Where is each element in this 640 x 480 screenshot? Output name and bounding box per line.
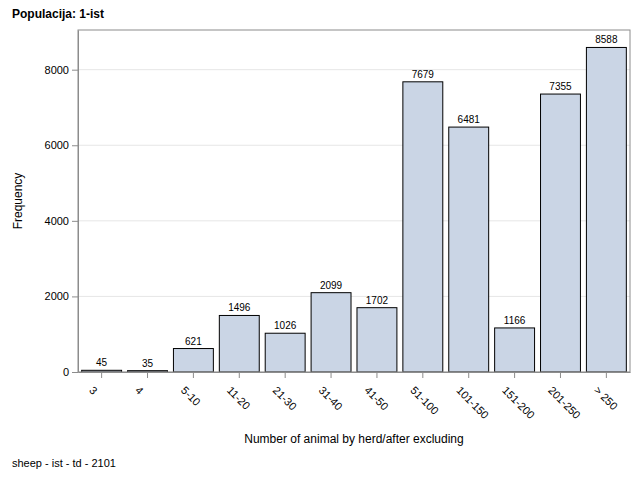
y-tick-mark — [72, 372, 78, 373]
y-tick-label: 6000 — [45, 139, 69, 151]
x-tick: 51-100 — [408, 372, 441, 417]
x-tick: 31-40 — [317, 372, 345, 412]
y-tick: 0 — [63, 366, 78, 378]
x-tick-label: 201-250 — [546, 384, 583, 421]
x-tick-mark — [422, 372, 423, 378]
y-tick-mark — [72, 221, 78, 222]
x-tick-mark — [101, 372, 102, 378]
data-label: 1166 — [504, 315, 526, 326]
bars — [82, 47, 627, 372]
title: Populacija: 1-ist — [12, 7, 104, 21]
y-tick-mark — [72, 296, 78, 297]
plot-frame — [78, 30, 630, 372]
plot: 45 35 621 1496 1026 2099 1702 7679 6481 1166 7355 8… — [45, 30, 631, 421]
x-tick-label: 11-20 — [225, 384, 253, 412]
bar — [495, 328, 535, 372]
x-tick: 4 — [133, 372, 148, 397]
bar — [357, 308, 397, 372]
y-tick-label: 4000 — [45, 215, 69, 227]
x-tick-mark — [193, 372, 194, 378]
y-tick: 6000 — [45, 139, 78, 151]
bar — [265, 333, 305, 372]
bar — [403, 82, 443, 372]
x-tick: > 250 — [592, 372, 620, 412]
x-tick-mark — [468, 372, 469, 378]
y-tick: 2000 — [45, 290, 78, 302]
x-tick: 21-30 — [271, 372, 299, 412]
y-tick-label: 0 — [63, 366, 69, 378]
bar — [586, 47, 626, 372]
grid — [78, 70, 630, 372]
x-tick-label: 51-100 — [408, 384, 441, 417]
x-tick-label: 41-50 — [362, 384, 390, 412]
x-tick-label: > 250 — [592, 384, 620, 412]
y-tick-mark — [72, 70, 78, 71]
y-tick-label: 8000 — [45, 64, 69, 76]
x-tick: 101-150 — [454, 372, 491, 421]
x-tick-label: 5-10 — [179, 384, 203, 408]
x-axis-line — [79, 372, 631, 373]
chart: 45 35 621 1496 1026 2099 1702 7679 6481 1166 7355 8… — [0, 0, 640, 480]
y-axis-line — [78, 31, 79, 373]
x-tick: 5-10 — [179, 372, 203, 408]
bar — [173, 349, 213, 372]
data-label: 35 — [142, 358, 154, 369]
x-tick-mark — [606, 372, 607, 378]
data-label: 8588 — [595, 34, 618, 45]
y-axis: 0 2000 4000 6000 8000 — [45, 31, 79, 379]
x-tick-label: 31-40 — [317, 384, 345, 412]
x-tick-mark — [514, 372, 515, 378]
x-tick-label: 4 — [133, 384, 146, 397]
data-label: 2099 — [320, 280, 343, 291]
x-tick-label: 151-200 — [500, 384, 537, 421]
data-labels: 45 35 621 1496 1026 2099 1702 7679 6481 1166 7355 8… — [96, 34, 618, 368]
x-tick-mark — [239, 372, 240, 378]
x-tick-label: 3 — [87, 384, 100, 397]
data-label: 7355 — [549, 81, 572, 92]
bar — [311, 293, 351, 372]
footnote: sheep - ist - td - 2101 — [12, 457, 116, 469]
x-tick-mark — [331, 372, 332, 378]
x-tick: 11-20 — [225, 372, 253, 412]
y-axis-title: Frequency — [11, 173, 25, 230]
y-tick: 8000 — [45, 64, 78, 76]
bar — [219, 315, 259, 372]
x-tick-mark — [376, 372, 377, 378]
x-axis-title: Number of animal by herd/after excluding — [244, 432, 463, 446]
grid-line — [78, 69, 630, 70]
bar — [449, 127, 489, 372]
data-label: 7679 — [412, 69, 435, 80]
x-tick: 151-200 — [500, 372, 537, 421]
data-label: 1026 — [274, 320, 297, 331]
x-tick-mark — [285, 372, 286, 378]
y-tick-label: 2000 — [45, 290, 69, 302]
x-tick-mark — [147, 372, 148, 378]
x-axis: 3 4 5-10 11-20 21-30 31-40 41-50 51-100 101-1501… — [79, 372, 631, 421]
bar — [541, 94, 581, 372]
x-tick-label: 101-150 — [454, 384, 491, 421]
y-tick-mark — [72, 145, 78, 146]
data-label: 1702 — [366, 295, 389, 306]
x-tick: 3 — [87, 372, 102, 397]
x-tick-mark — [560, 372, 561, 378]
x-tick: 201-250 — [546, 372, 583, 421]
data-label: 621 — [185, 336, 202, 347]
data-label: 6481 — [458, 114, 481, 125]
data-label: 45 — [96, 357, 108, 368]
y-tick: 4000 — [45, 215, 78, 227]
data-label: 1496 — [228, 302, 251, 313]
x-tick-label: 21-30 — [271, 384, 299, 412]
x-tick: 41-50 — [362, 372, 390, 412]
